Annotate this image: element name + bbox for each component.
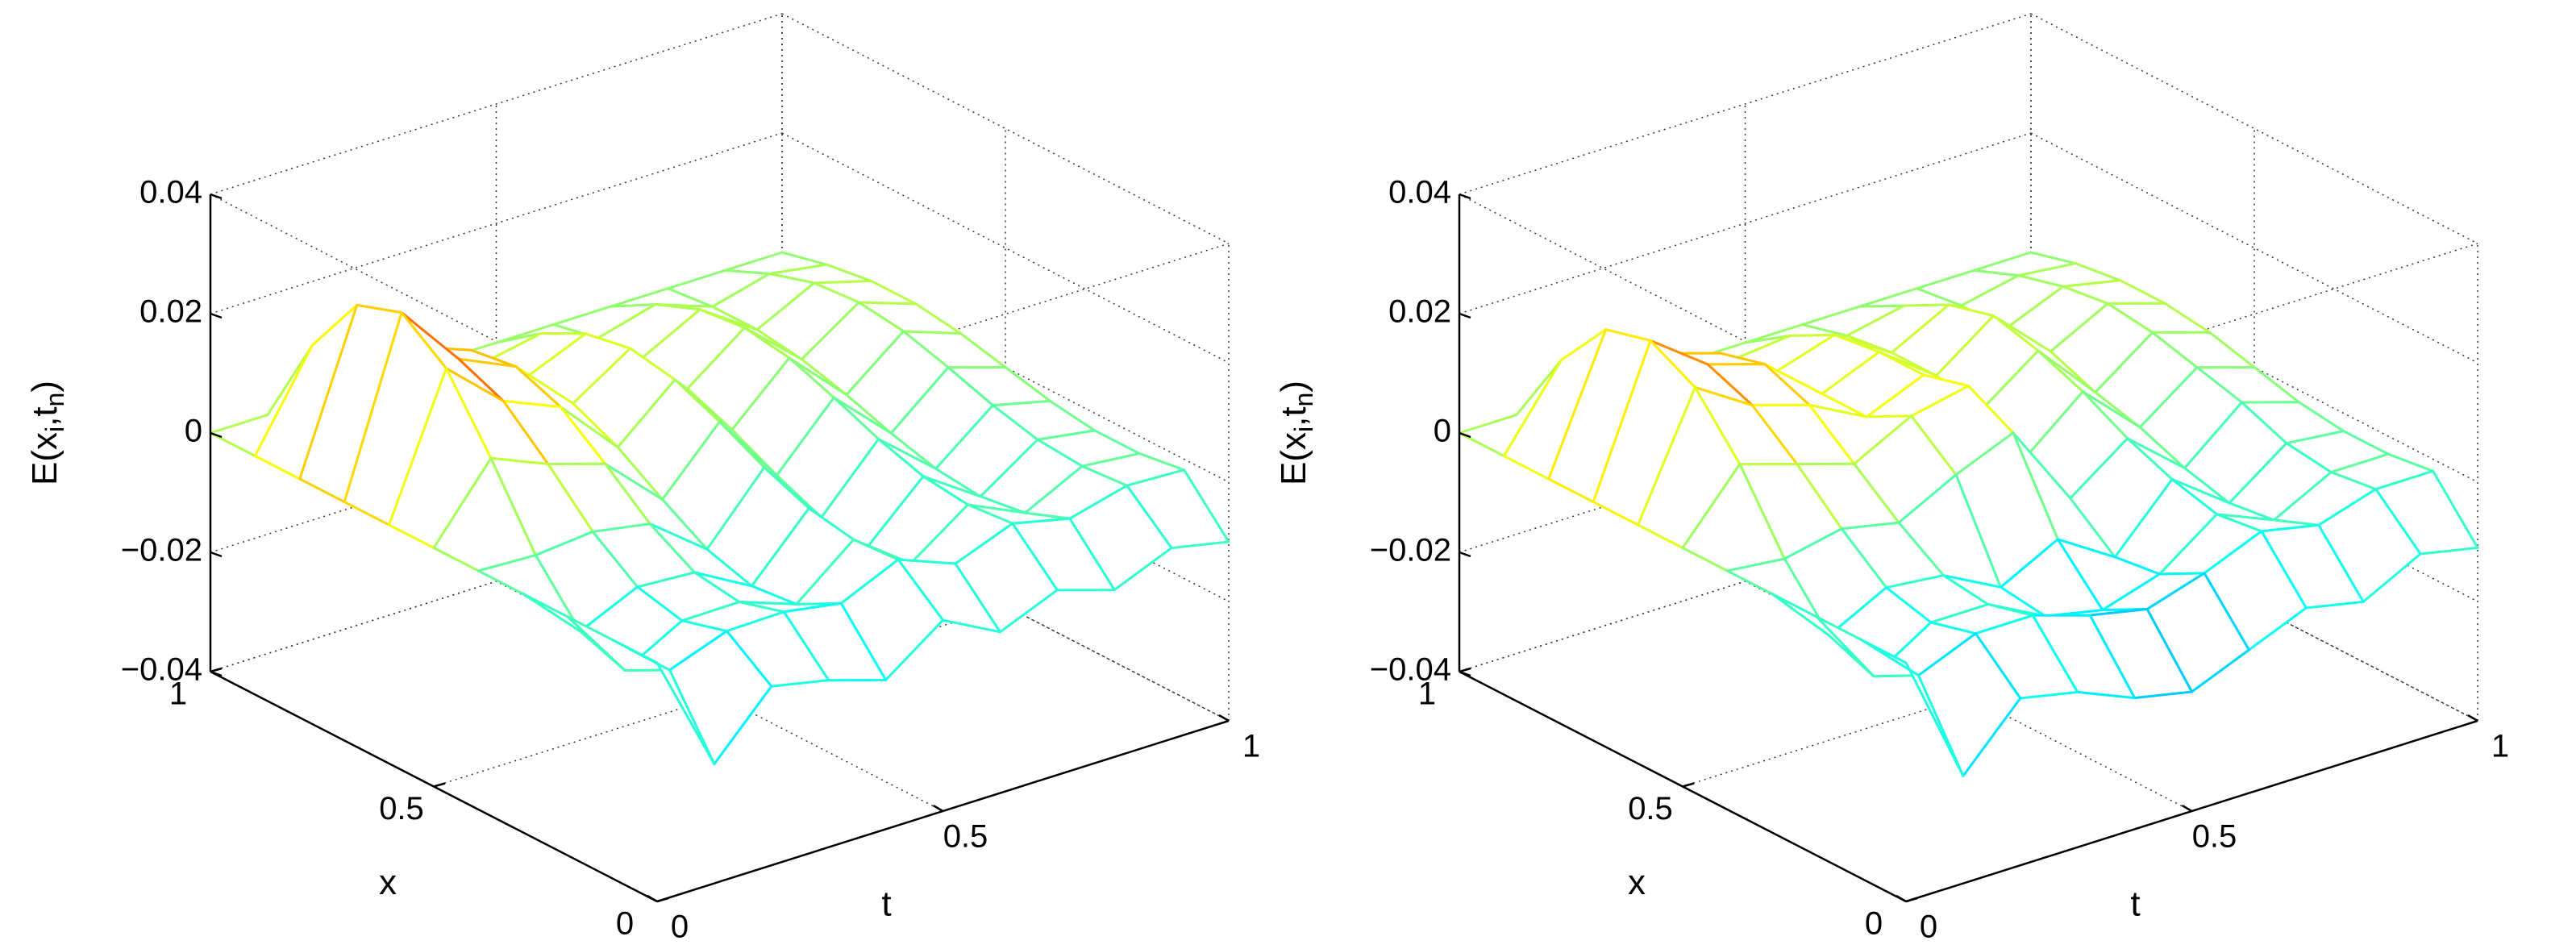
t-axis-label: t: [881, 884, 891, 924]
z-tick-label: 0.02: [139, 294, 202, 330]
panel: −0.04 −0.02 0 0.02 0.04 0 0.5 1 0 0.5 1 x t E(xi,tn): [25, 13, 1260, 945]
z-tick: [210, 431, 223, 439]
z-axis-label-part: E(x: [25, 432, 65, 485]
z-tick: [1459, 670, 1471, 677]
z-tick-label: 0.04: [1388, 175, 1451, 210]
t-tick: [647, 894, 658, 903]
grid-line: [781, 490, 1230, 722]
z-axis-label-part: n: [40, 393, 69, 407]
z-tick-label: 0: [1434, 414, 1451, 449]
t-tick: [932, 804, 944, 813]
z-tick: [1459, 312, 1471, 319]
z-axis-label: E(xi,tn): [1274, 381, 1319, 485]
t-tick: [1896, 894, 1907, 903]
x-tick: [1459, 667, 1471, 673]
z-tick-label: 0: [185, 414, 202, 449]
t-tick: [2181, 804, 2193, 813]
z-tick-label: 0.02: [1388, 294, 1451, 330]
t-tick-label: 0: [1920, 909, 1937, 945]
grid-line: [2030, 490, 2478, 722]
panel: −0.04 −0.02 0 0.02 0.04 0 0.5 1 0 0.5 1 x t E(xi,tn): [1274, 13, 2509, 945]
t-tick: [1218, 714, 1230, 722]
t-tick-label: 0: [671, 909, 689, 945]
z-tick-label: −0.04: [1370, 652, 1451, 688]
grid-line: [781, 132, 1230, 364]
t-tick: [2467, 714, 2478, 722]
grid-line: [1459, 132, 2032, 314]
z-tick: [1459, 431, 1471, 439]
x-tick-label: 0.5: [379, 791, 424, 826]
z-axis-label-part: n: [1289, 393, 1318, 407]
x-tick-label: 0: [1865, 906, 1883, 942]
z-tick: [210, 312, 223, 319]
grid-line: [2030, 252, 2478, 483]
grid-line: [781, 252, 1230, 483]
x-tick: [1682, 782, 1695, 788]
z-tick-label: 0.04: [139, 175, 202, 210]
z-axis-label: E(xi,tn): [25, 381, 70, 485]
z-axis-label-part: i: [1289, 427, 1318, 432]
z-tick: [210, 193, 223, 200]
surface-patch: [1860, 639, 1965, 777]
x-tick-label: 0: [616, 906, 634, 942]
x-tick: [433, 782, 446, 788]
grid-line: [781, 13, 1230, 244]
z-axis-label-part: ): [1274, 381, 1313, 393]
z-axis-label-part: E(x: [1274, 432, 1313, 485]
z-tick-label: −0.04: [121, 652, 202, 688]
z-tick: [210, 551, 223, 558]
t-tick-label: 0.5: [943, 819, 988, 855]
x-tick-label: 0.5: [1628, 791, 1673, 826]
t-tick-label: 1: [1242, 729, 1260, 764]
x-axis-label: x: [1628, 863, 1646, 902]
grid-line: [210, 132, 783, 314]
z-tick-label: −0.02: [121, 533, 202, 568]
grid-line: [2030, 13, 2478, 244]
z-axis-label-part: ,t: [1274, 406, 1313, 426]
x-tick: [1905, 897, 1918, 903]
z-tick: [210, 670, 223, 677]
z-axis-label-part: ): [25, 381, 65, 393]
z-tick: [1459, 193, 1471, 200]
grid-line: [1459, 13, 2032, 195]
grid-line: [781, 371, 1230, 602]
surface-patch: [611, 639, 716, 766]
t-tick-label: 1: [2491, 729, 2509, 764]
grid-line: [210, 13, 783, 195]
t-tick-label: 0.5: [2192, 819, 2237, 855]
x-tick: [210, 667, 223, 673]
z-tick-label: −0.02: [1370, 533, 1451, 568]
x-tick-label: 1: [169, 676, 187, 712]
grid-line: [2030, 132, 2478, 364]
x-tick: [656, 897, 669, 903]
z-axis-label-part: ,t: [25, 406, 65, 426]
x-tick-label: 1: [1418, 676, 1436, 712]
z-axis-label-part: i: [40, 427, 69, 432]
z-tick: [1459, 551, 1471, 558]
t-axis-label: t: [2130, 884, 2140, 924]
x-axis-label: x: [379, 863, 397, 902]
